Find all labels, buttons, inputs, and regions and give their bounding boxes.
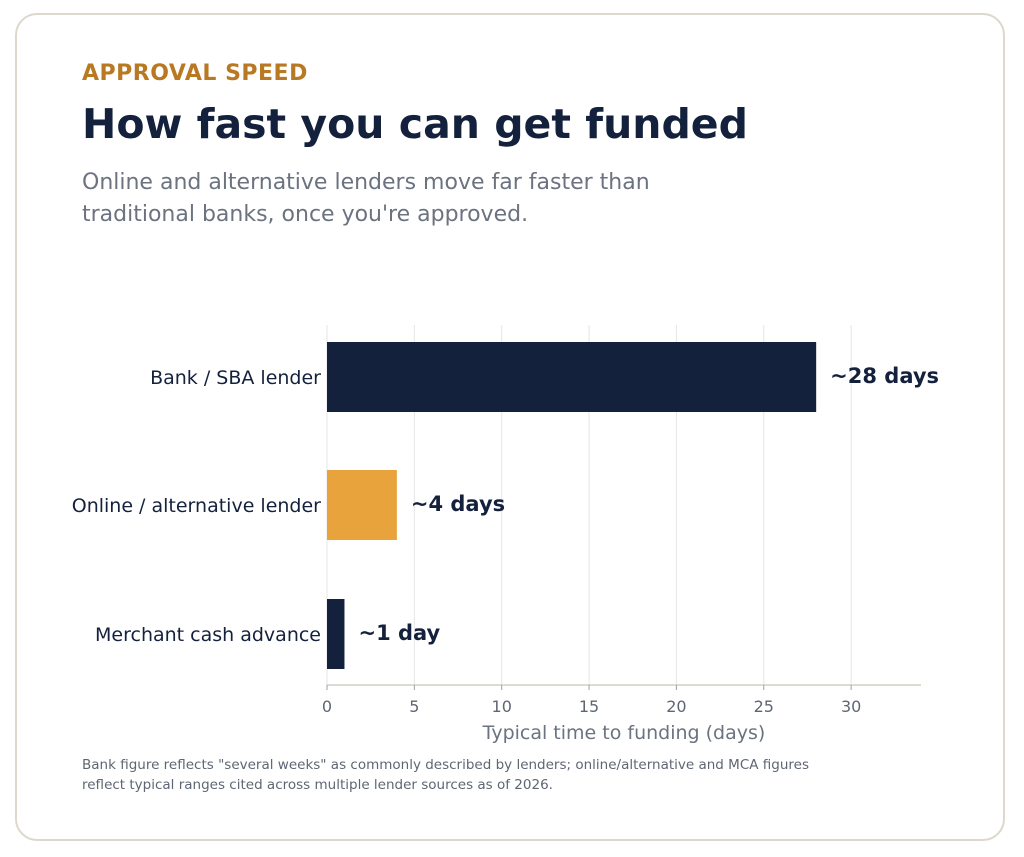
x-tick-label: 10 xyxy=(492,697,512,716)
chart-subtitle: Online and alternative lenders move far … xyxy=(82,170,650,227)
labels: Bank / SBA lender ~28 days Online / altern… xyxy=(72,364,939,646)
x-axis: 0 5 10 15 20 25 30 Typical time to funding (day… xyxy=(322,684,921,744)
x-tick-label: 5 xyxy=(409,697,419,716)
x-tick-label: 0 xyxy=(322,697,332,716)
bar xyxy=(327,599,345,669)
x-tick-label: 30 xyxy=(841,697,861,716)
data-label: ~28 days xyxy=(830,364,939,388)
category-label: Bank / SBA lender xyxy=(150,367,321,389)
x-tick-label: 20 xyxy=(666,697,686,716)
x-tick-label: 15 xyxy=(579,697,599,716)
data-label: ~4 days xyxy=(411,492,505,516)
x-axis-title: Typical time to funding (days) xyxy=(482,722,766,744)
category-label: Online / alternative lender xyxy=(72,495,321,517)
footnote: Bank figure reflects "several weeks" as … xyxy=(82,757,809,793)
eyebrow-label: APPROVAL SPEED xyxy=(82,61,308,86)
x-tick-label: 25 xyxy=(754,697,774,716)
bars xyxy=(327,342,817,669)
bar xyxy=(327,470,397,540)
chart-title: How fast you can get funded xyxy=(82,100,748,148)
data-label: ~1 day xyxy=(358,621,440,645)
bar xyxy=(327,342,817,412)
category-label: Merchant cash advance xyxy=(95,624,321,646)
chart-card xyxy=(15,13,1005,841)
